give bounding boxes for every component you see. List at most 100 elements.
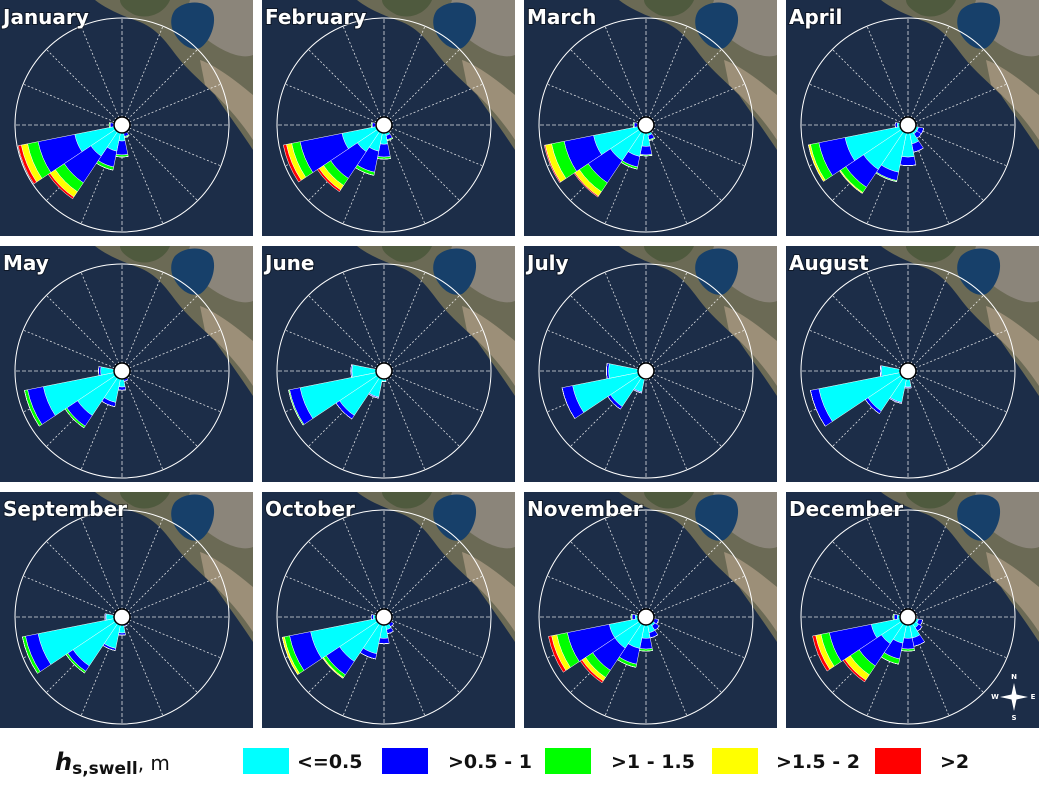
direction-spoke [121, 575, 222, 618]
rose-segment [378, 637, 390, 644]
rose-segment [371, 122, 376, 128]
legend-symbol: h [55, 748, 72, 776]
outer-ring [538, 17, 754, 233]
rose-center [899, 116, 917, 134]
direction-spoke [121, 295, 198, 372]
direction-spoke [866, 25, 909, 126]
rose-panel: April [786, 0, 1039, 236]
rose-panel: December N E S W [786, 492, 1039, 728]
direction-spoke [121, 25, 164, 126]
direction-spoke [907, 83, 1008, 126]
direction-spoke [284, 83, 385, 126]
direction-spoke [80, 25, 123, 126]
compass-rose [1000, 683, 1028, 711]
direction-spoke [907, 370, 1008, 413]
legend-subscript: s,swell [72, 759, 138, 779]
legend-swatch [243, 748, 289, 774]
direction-spoke [907, 370, 984, 447]
direction-spoke [645, 370, 722, 447]
direction-spoke [645, 83, 746, 126]
direction-spoke [604, 517, 647, 618]
rose-center [899, 608, 917, 626]
legend-swatch [545, 748, 591, 774]
legend-label: >2 [940, 751, 969, 773]
direction-spoke [907, 541, 984, 618]
direction-spoke [907, 271, 950, 372]
direction-spoke [907, 124, 1008, 167]
panel-content: July [524, 246, 777, 482]
direction-spoke [645, 49, 722, 126]
rose-segment [17, 144, 37, 185]
direction-spoke [832, 49, 909, 126]
direction-spoke [383, 370, 426, 471]
outer-ring [800, 263, 1016, 479]
legend-label: >0.5 - 1 [448, 751, 532, 773]
panel-content: September [0, 492, 253, 728]
rose-segment [543, 144, 561, 184]
rose-segment [899, 156, 917, 166]
direction-spoke [80, 517, 123, 618]
rose-center [375, 116, 393, 134]
direction-spoke [645, 575, 746, 618]
outer-ring [538, 263, 754, 479]
legend-unit: , m [138, 751, 170, 775]
direction-spoke [121, 370, 164, 471]
rose-segment [561, 387, 576, 419]
rose-center [899, 362, 917, 380]
direction-spoke [546, 329, 647, 372]
direction-spoke [645, 295, 722, 372]
panel-content: August [786, 246, 1039, 482]
rose-segment [109, 122, 114, 128]
legend-label: >1 - 1.5 [611, 751, 695, 773]
compass-label: N [1011, 673, 1017, 681]
rose-segment [117, 386, 127, 391]
panel-title: April [789, 5, 842, 29]
direction-spoke [383, 370, 460, 447]
panel-title: February [265, 5, 366, 29]
direction-spoke [121, 49, 198, 126]
direction-spoke [121, 124, 198, 201]
panel-title: July [525, 251, 569, 275]
direction-spoke [22, 329, 123, 372]
direction-spoke [645, 616, 746, 659]
direction-spoke [383, 517, 426, 618]
panel-title: September [3, 497, 127, 521]
panels: January February March April May June July Augu… [0, 0, 1039, 728]
direction-spoke [121, 329, 222, 372]
compass-label: E [1031, 693, 1036, 701]
panel-content: November [524, 492, 777, 728]
direction-spoke [383, 541, 460, 618]
panel-content: December N E S W [786, 492, 1039, 728]
direction-spoke [907, 517, 950, 618]
direction-spoke [645, 541, 722, 618]
rose-segment [288, 389, 304, 426]
rose-panel: March [524, 0, 777, 236]
direction-spoke [383, 124, 484, 167]
direction-spoke [342, 517, 385, 618]
panel-content: February [262, 0, 515, 236]
rose-center [113, 116, 131, 134]
rose-center [637, 116, 655, 134]
panel-title: June [263, 251, 314, 275]
rose-segment [282, 144, 302, 183]
direction-spoke [121, 124, 164, 225]
panel-content: January [0, 0, 253, 236]
direction-spoke [383, 575, 484, 618]
direction-spoke [284, 329, 385, 372]
direction-spoke [866, 517, 909, 618]
direction-spoke [907, 49, 984, 126]
direction-spoke [645, 616, 722, 693]
panel-title: May [3, 251, 49, 275]
direction-spoke [308, 49, 385, 126]
rose-panel: September [0, 492, 253, 728]
direction-spoke [808, 575, 909, 618]
direction-spoke [121, 271, 164, 372]
outer-ring [276, 17, 492, 233]
direction-spoke [308, 295, 385, 372]
direction-spoke [22, 575, 123, 618]
direction-spoke [121, 124, 222, 167]
direction-spoke [22, 83, 123, 126]
panel-content: June [262, 246, 515, 482]
rose-panel: October [262, 492, 515, 728]
